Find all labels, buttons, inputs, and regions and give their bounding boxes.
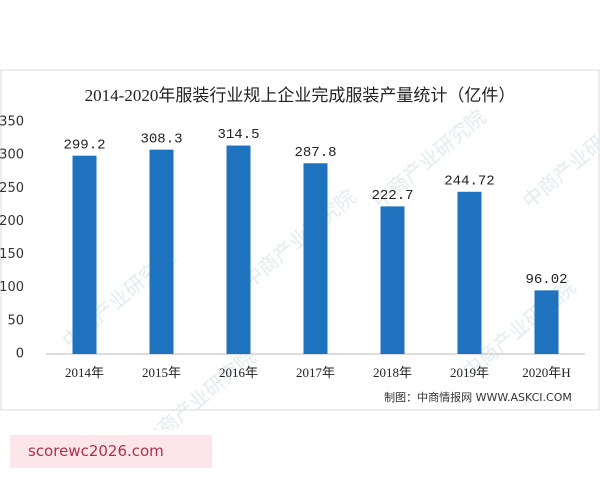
value-label: 287.8 [294, 145, 336, 161]
bar [72, 155, 97, 354]
bar [457, 191, 482, 354]
y-tick-label: 350 [0, 115, 24, 130]
y-tick-label: 150 [0, 247, 24, 262]
bar [380, 206, 405, 354]
value-label: 308.3 [140, 131, 182, 147]
y-tick-label: 250 [0, 181, 24, 196]
x-tick-label: 2016年 [219, 365, 258, 380]
bar [303, 163, 328, 354]
bar [534, 290, 559, 354]
value-label: 244.72 [444, 173, 494, 189]
value-label: 299.2 [63, 137, 105, 153]
y-tick-label: 300 [0, 148, 24, 163]
value-label: 314.5 [217, 127, 259, 143]
y-tick-label: 0 [16, 347, 24, 362]
x-tick-label: 2019年 [450, 365, 489, 380]
chart-title: 2014-2020年服装行业规上企业完成服装产量统计（亿件） [85, 86, 516, 105]
x-tick-label: 2014年 [65, 365, 104, 380]
y-tick-label: 100 [0, 280, 24, 295]
bar [226, 145, 251, 354]
bar [149, 149, 174, 354]
x-tick-label: 2020年H [522, 365, 570, 380]
y-tick-label: 50 [7, 313, 24, 328]
x-tick-label: 2015年 [142, 365, 181, 380]
value-label: 96.02 [525, 272, 567, 288]
chart-frame [0, 69, 600, 411]
y-tick-label: 200 [0, 214, 24, 229]
value-label: 222.7 [371, 188, 413, 204]
badge: scorewc2026.com [10, 435, 212, 468]
x-tick-label: 2017年 [296, 365, 335, 380]
x-tick-label: 2018年 [373, 365, 412, 380]
source: 制图：中商情报网 WWW.ASKCI.COM [384, 390, 572, 404]
chart: 中商产业研究院中商产业研究院中商产业研究院中商产业研究院中商产业研究院中商产业研… [0, 69, 600, 453]
